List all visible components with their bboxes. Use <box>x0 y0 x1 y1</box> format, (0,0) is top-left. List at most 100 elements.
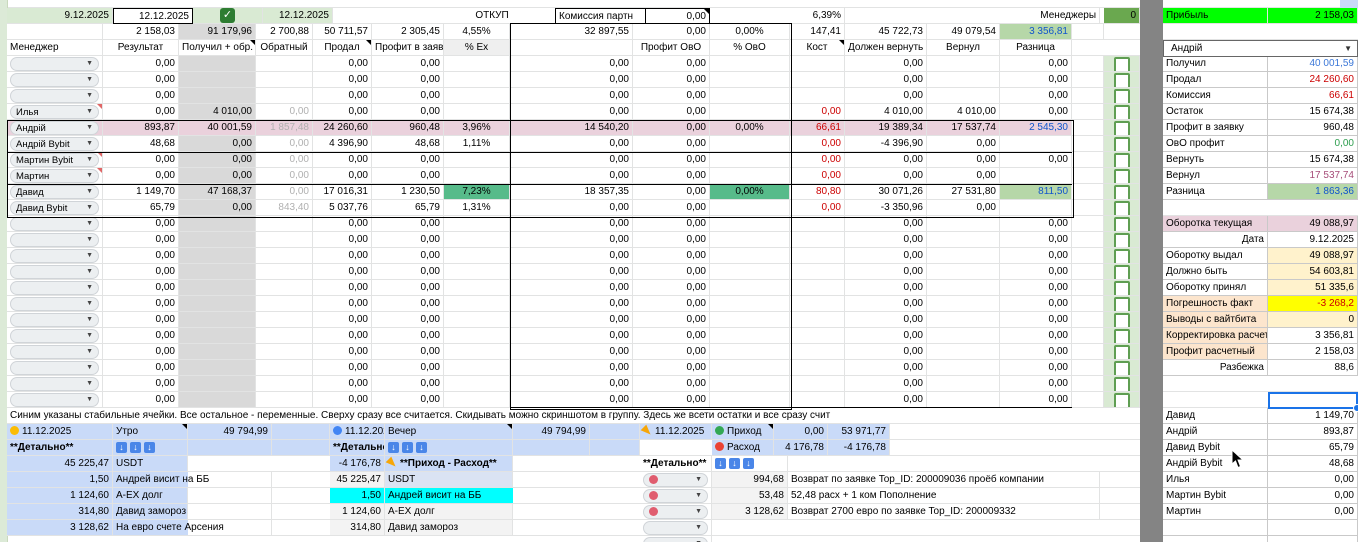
cell-returned[interactable] <box>927 248 1000 264</box>
gap-cell[interactable] <box>1072 296 1104 312</box>
managers-label-cell[interactable]: Менеджеры <box>1000 8 1100 24</box>
cell-result[interactable]: 0,00 <box>103 280 179 296</box>
bottom-cell-c2[interactable]: 994,68 <box>712 472 788 488</box>
panel-value[interactable]: 1 863,36 <box>1268 184 1358 200</box>
cell-result[interactable]: 0,00 <box>103 248 179 264</box>
cell-manager[interactable]: Андрій ▼ <box>7 120 103 136</box>
bottom-cell-c3[interactable]: 52,48 расх + 1 ком Пополнение <box>788 488 1100 504</box>
bottom-cell-a4[interactable] <box>272 440 330 456</box>
column-header-reverse[interactable]: Обратный <box>256 40 313 56</box>
cell-wide[interactable]: 0,00 <box>510 200 633 216</box>
gap-cell[interactable] <box>1072 328 1104 344</box>
cell-diff[interactable]: 0,00 <box>1000 392 1072 408</box>
panel-label[interactable]: Оборотку принял <box>1163 280 1268 296</box>
cell-profit_ovo[interactable]: 0,00 <box>633 216 710 232</box>
cell-reverse[interactable] <box>256 328 313 344</box>
cell-reverse[interactable] <box>256 376 313 392</box>
cell-diff[interactable]: 0,00 <box>1000 72 1072 88</box>
manager-select[interactable]: ▼ <box>10 249 99 263</box>
cell-pct_ovo[interactable] <box>710 152 790 168</box>
cell-must_return[interactable]: 0,00 <box>845 360 927 376</box>
bottom-cell-b2[interactable]: Вечер <box>385 424 513 440</box>
row-checkbox[interactable] <box>1113 393 1130 407</box>
down-arrow-icon[interactable]: ↓ <box>729 458 740 469</box>
cell-pct_ex[interactable]: 1,11% <box>444 136 510 152</box>
summary-wide-cell[interactable]: 32 897,55 <box>510 24 633 40</box>
cell-wide[interactable]: 0,00 <box>510 152 633 168</box>
cell-result[interactable]: 0,00 <box>103 312 179 328</box>
bottom-cell-c1[interactable]: **Детально** <box>640 456 712 472</box>
cell-returned[interactable]: 0,00 <box>927 152 1000 168</box>
cell-diff[interactable]: 0,00 <box>1000 152 1072 168</box>
cell-result[interactable]: 0,00 <box>103 168 179 184</box>
cell-cost[interactable] <box>790 232 845 248</box>
cell-cost[interactable] <box>790 296 845 312</box>
cell-wide[interactable]: 0,00 <box>510 376 633 392</box>
down-arrow-icon[interactable]: ↓ <box>402 442 413 453</box>
cell-profit_ovo[interactable]: 0,00 <box>633 152 710 168</box>
checkbox-cell[interactable] <box>1104 120 1140 136</box>
cell-must_return[interactable]: 0,00 <box>845 56 927 72</box>
summary-sold-cell[interactable]: 50 711,57 <box>313 24 372 40</box>
cell-manager[interactable]: Мартин Bybit ▼ <box>7 152 103 168</box>
cell-sold[interactable]: 0,00 <box>313 280 372 296</box>
cell-wide[interactable]: 18 357,35 <box>510 184 633 200</box>
cell-profit_ovo[interactable]: 0,00 <box>633 392 710 408</box>
cell-profit_order[interactable]: 0,00 <box>372 360 444 376</box>
panel-label[interactable]: Остаток <box>1163 104 1268 120</box>
cell-manager[interactable]: ▼ <box>7 376 103 392</box>
cell-reverse[interactable]: 1 857,48 <box>256 120 313 136</box>
row-checkbox[interactable] <box>1113 89 1130 103</box>
cell-profit_order[interactable]: 960,48 <box>372 120 444 136</box>
row-checkbox[interactable] <box>1113 201 1130 215</box>
cell-diff[interactable]: 0,00 <box>1000 88 1072 104</box>
cell-returned[interactable] <box>927 216 1000 232</box>
manager-select[interactable]: Илья ▼ <box>10 105 99 119</box>
cell-received[interactable]: 47 168,37 <box>179 184 256 200</box>
row-checkbox[interactable] <box>1113 185 1130 199</box>
panel-value[interactable]: 49 088,97 <box>1268 216 1358 232</box>
bottom-cell-c3[interactable]: Возврат 2700 евро по заявке Top_ID: 2000… <box>788 504 1100 520</box>
cell-pct_ex[interactable] <box>444 296 510 312</box>
manager-select[interactable]: ▼ <box>10 217 99 231</box>
gap-cell[interactable] <box>1072 392 1104 408</box>
down-arrow-icon[interactable]: ↓ <box>743 458 754 469</box>
cell-received[interactable] <box>179 56 256 72</box>
manager-select[interactable]: Давид ▼ <box>10 185 99 199</box>
cell-cost[interactable] <box>790 312 845 328</box>
summary-received-cell[interactable]: 91 179,96 <box>179 24 256 40</box>
down-arrow-icon[interactable]: ↓ <box>144 442 155 453</box>
panel-value[interactable]: 1 149,70 <box>1268 408 1358 424</box>
cell-wide[interactable]: 0,00 <box>510 104 633 120</box>
panel-value[interactable]: 40 001,59 <box>1268 56 1358 72</box>
cell-must_return[interactable]: -3 350,96 <box>845 200 927 216</box>
panel-label[interactable]: Разбежка <box>1163 360 1268 376</box>
row-checkbox[interactable] <box>1113 249 1130 263</box>
panel-value[interactable]: 0,00 <box>1268 136 1358 152</box>
bottom-cell-a2[interactable]: Андрей висит на ББ <box>113 472 209 488</box>
panel-value[interactable]: 65,79 <box>1268 440 1358 456</box>
cell-pct_ex[interactable] <box>444 152 510 168</box>
summary-reverse-cell[interactable]: 2 700,88 <box>256 24 313 40</box>
panel-value[interactable]: 88,6 <box>1268 360 1358 376</box>
bottom-cell-a1[interactable]: **Детально** <box>7 440 113 456</box>
cell-manager[interactable]: ▼ <box>7 216 103 232</box>
cell-result[interactable]: 0,00 <box>103 296 179 312</box>
cell-diff[interactable]: 0,00 <box>1000 56 1072 72</box>
panel-value[interactable]: 0,00 <box>1268 504 1358 520</box>
cell-result[interactable]: 0,00 <box>103 152 179 168</box>
cell-reverse[interactable] <box>256 248 313 264</box>
cell-wide[interactable]: 0,00 <box>510 360 633 376</box>
panel-value[interactable]: 24 260,60 <box>1268 72 1358 88</box>
gap-cell[interactable] <box>1072 280 1104 296</box>
cell-pct_ex[interactable] <box>444 328 510 344</box>
panel-label[interactable]: Андрій Bybit <box>1163 456 1268 472</box>
cell-received[interactable] <box>179 392 256 408</box>
cell-result[interactable]: 0,00 <box>103 88 179 104</box>
checkbox-cell[interactable] <box>1104 376 1140 392</box>
cell-sold[interactable]: 0,00 <box>313 88 372 104</box>
cell-must_return[interactable]: 0,00 <box>845 72 927 88</box>
cell-profit_ovo[interactable]: 0,00 <box>633 264 710 280</box>
checkbox-cell[interactable] <box>1104 360 1140 376</box>
bottom-cell-a3[interactable] <box>188 504 272 520</box>
